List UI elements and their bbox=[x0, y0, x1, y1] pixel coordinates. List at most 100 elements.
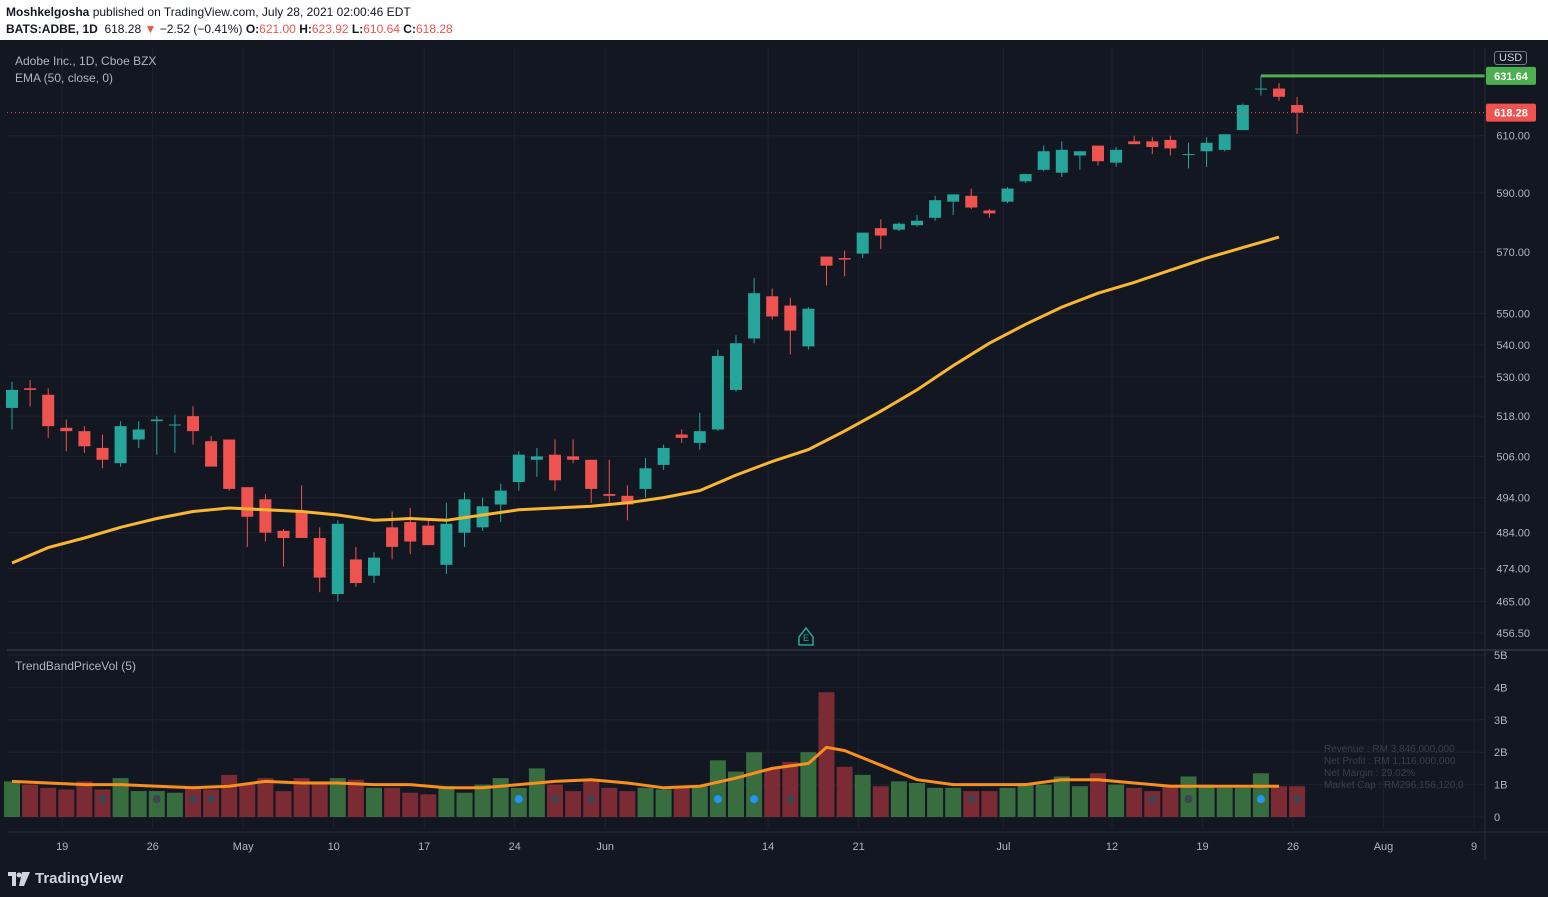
candle-body bbox=[476, 506, 489, 528]
volume-dot bbox=[152, 795, 161, 804]
info-line: Net Margin : 29.02% bbox=[1324, 768, 1416, 779]
volume-bar bbox=[4, 781, 20, 817]
close-label: C: bbox=[403, 22, 416, 36]
volume-bar bbox=[945, 787, 962, 817]
publish-header: Moshkelgosha published on TradingView.co… bbox=[0, 0, 1548, 40]
candle-body bbox=[911, 220, 923, 226]
volume-bar bbox=[691, 786, 708, 817]
volume-bar bbox=[619, 791, 636, 817]
candle-body bbox=[947, 194, 960, 202]
volume-dot bbox=[514, 795, 523, 804]
candle-body bbox=[42, 394, 55, 427]
candle-body bbox=[1073, 151, 1086, 156]
volume-dot bbox=[713, 795, 722, 804]
candle-body bbox=[1182, 154, 1195, 156]
x-tick-label: 17 bbox=[418, 841, 430, 853]
x-tick-label: 21 bbox=[852, 841, 864, 853]
price-labels: 631.64 618.28 bbox=[1486, 66, 1536, 122]
symbol-title[interactable]: Adobe Inc., 1D, Cboe BZX bbox=[15, 54, 157, 68]
earnings-marker[interactable]: E bbox=[798, 626, 814, 646]
volume-tick-label: 1B bbox=[1494, 780, 1507, 792]
y-tick-label: 484.00 bbox=[1496, 528, 1530, 540]
volume-bar bbox=[746, 752, 763, 817]
y-tick-label: 610.00 bbox=[1496, 131, 1530, 143]
open-value: 621.00 bbox=[259, 22, 296, 36]
volume-bar bbox=[474, 784, 491, 817]
candle-body bbox=[820, 256, 833, 266]
candle-body bbox=[874, 228, 887, 236]
volume-bar bbox=[311, 781, 328, 817]
price-chart[interactable]: 456.50 465.00 474.00 484.00 494.00 506.00 518.… bbox=[0, 40, 1548, 860]
candle-body bbox=[1128, 141, 1141, 145]
volume-bar bbox=[1252, 773, 1269, 817]
x-tick-label: 24 bbox=[509, 841, 521, 853]
candle-body bbox=[766, 296, 779, 317]
price-label-box bbox=[1486, 66, 1536, 85]
volume-bars bbox=[4, 692, 1306, 817]
candle-body bbox=[838, 258, 851, 260]
volume-axis-ticks: 0 1B 2B 3B 4B 5B bbox=[1494, 650, 1507, 824]
volume-bar bbox=[782, 761, 799, 817]
y-tick-label: 494.00 bbox=[1496, 493, 1530, 505]
volume-bar bbox=[1271, 786, 1287, 817]
candle-body bbox=[259, 499, 272, 533]
volume-bar bbox=[565, 791, 582, 817]
x-tick-label: Aug bbox=[1374, 841, 1394, 853]
volume-dot bbox=[189, 795, 197, 804]
ema-line bbox=[11, 235, 1280, 565]
candle-body bbox=[295, 511, 308, 538]
volume-dot bbox=[750, 795, 759, 804]
close-value: 618.28 bbox=[415, 22, 453, 36]
candle-body bbox=[965, 195, 978, 208]
volume-bar bbox=[981, 791, 998, 817]
volume-legend[interactable]: TrendBandPriceVol (5) bbox=[15, 659, 136, 673]
candle-body bbox=[1110, 149, 1123, 163]
candle-body bbox=[440, 523, 453, 565]
candle-body bbox=[6, 389, 18, 408]
candle-body bbox=[1273, 88, 1285, 97]
y-tick-label: 518.00 bbox=[1496, 411, 1530, 423]
volume-bar bbox=[1234, 787, 1251, 817]
open-label: O: bbox=[245, 22, 260, 36]
volume-bar bbox=[673, 787, 690, 817]
volume-bar bbox=[203, 789, 220, 817]
volume-bar bbox=[76, 781, 93, 817]
fundamentals-box: Revenue : RM 3,846,000,000 Net Profit : … bbox=[1324, 744, 1464, 792]
volume-bar bbox=[293, 778, 310, 817]
volume-dot bbox=[786, 795, 795, 804]
candle-body bbox=[277, 530, 290, 538]
ema-legend[interactable]: EMA (50, close, 0) bbox=[15, 71, 114, 85]
volume-trend-line bbox=[11, 745, 1279, 790]
candle-body bbox=[24, 388, 37, 390]
volume-bar bbox=[818, 692, 835, 817]
tradingview-logo[interactable]: TradingView bbox=[8, 870, 123, 887]
candle-body bbox=[114, 426, 127, 464]
volume-dot bbox=[587, 795, 596, 804]
brand-name: TradingView bbox=[35, 870, 124, 887]
symbol-label: BATS:ADBE, 1D bbox=[6, 22, 98, 36]
price-change: −2.52 (−0.41%) bbox=[159, 22, 243, 36]
currency-badge[interactable]: USD bbox=[1494, 51, 1528, 65]
candle-body bbox=[78, 431, 91, 447]
volume-bar bbox=[257, 778, 274, 817]
price-label-box bbox=[1486, 103, 1536, 122]
volume-bar bbox=[637, 787, 654, 817]
volume-bar bbox=[148, 791, 165, 817]
y-tick-label: 506.00 bbox=[1496, 451, 1530, 463]
publisher-name[interactable]: Moshkelgosha bbox=[6, 5, 90, 19]
candle-body bbox=[856, 232, 869, 254]
candle-body bbox=[1001, 188, 1014, 202]
volume-bar bbox=[347, 779, 364, 817]
volume-bar bbox=[94, 789, 111, 817]
volume-bar bbox=[963, 791, 980, 817]
volume-bar bbox=[166, 792, 183, 817]
candle-body bbox=[639, 468, 652, 489]
candle-body bbox=[1291, 105, 1304, 113]
volume-bar bbox=[728, 771, 744, 817]
candle-body bbox=[1055, 149, 1068, 173]
volume-bar bbox=[384, 787, 401, 817]
volume-bar bbox=[927, 787, 944, 817]
published-text: published on TradingView.com, July 28, 2… bbox=[92, 5, 411, 19]
volume-bar bbox=[112, 778, 129, 817]
volume-dot bbox=[207, 795, 216, 804]
